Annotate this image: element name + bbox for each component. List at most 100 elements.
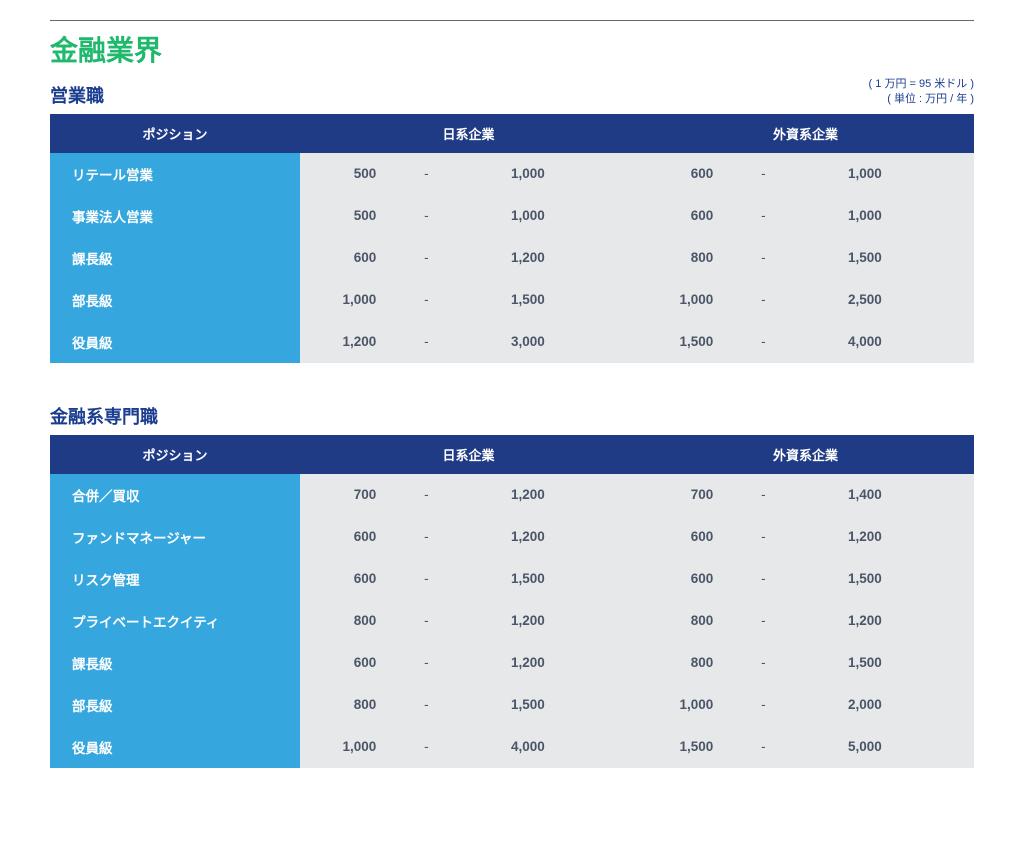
unit-note: ( 1 万円 = 95 米ドル )( 単位 : 万円 / 年 ) <box>869 77 974 108</box>
salary-table: ポジション日系企業外資系企業リテール営業500-1,000600-1,000事業… <box>50 114 974 363</box>
table-row: リスク管理600-1,500600-1,500 <box>50 558 974 600</box>
domestic-low: 600 <box>300 237 384 279</box>
gap <box>890 321 974 363</box>
domestic-high: 1,500 <box>469 279 553 321</box>
dash: - <box>721 516 805 558</box>
domestic-low: 600 <box>300 516 384 558</box>
col-position: ポジション <box>50 435 300 474</box>
foreign-low: 600 <box>637 558 721 600</box>
foreign-low: 1,000 <box>637 684 721 726</box>
section-head: 営業職 ( 1 万円 = 95 米ドル )( 単位 : 万円 / 年 ) <box>50 77 974 108</box>
table-header-row: ポジション日系企業外資系企業 <box>50 435 974 474</box>
gap <box>890 684 974 726</box>
section-head: 金融系専門職 <box>50 403 974 429</box>
foreign-high: 1,000 <box>806 195 890 237</box>
table-row: リテール営業500-1,000600-1,000 <box>50 153 974 195</box>
page-title: 金融業界 <box>50 29 974 69</box>
gap <box>553 642 637 684</box>
gap <box>553 684 637 726</box>
gap <box>553 153 637 195</box>
domestic-high: 1,200 <box>469 516 553 558</box>
foreign-low: 1,500 <box>637 726 721 768</box>
foreign-low: 800 <box>637 642 721 684</box>
foreign-low: 600 <box>637 516 721 558</box>
row-label: 役員級 <box>50 321 300 363</box>
domestic-low: 500 <box>300 195 384 237</box>
gap <box>890 558 974 600</box>
table-row: ファンドマネージャー600-1,200600-1,200 <box>50 516 974 558</box>
domestic-high: 1,500 <box>469 558 553 600</box>
domestic-high: 1,000 <box>469 153 553 195</box>
table-row: 合併／買収700-1,200700-1,400 <box>50 474 974 516</box>
table-row: 役員級1,000-4,0001,500-5,000 <box>50 726 974 768</box>
row-label: リスク管理 <box>50 558 300 600</box>
foreign-high: 2,000 <box>806 684 890 726</box>
top-rule <box>50 20 974 21</box>
table-row: 課長級600-1,200800-1,500 <box>50 237 974 279</box>
row-label: リテール営業 <box>50 153 300 195</box>
gap <box>890 516 974 558</box>
foreign-high: 1,500 <box>806 558 890 600</box>
foreign-high: 1,200 <box>806 516 890 558</box>
foreign-low: 1,000 <box>637 279 721 321</box>
dash: - <box>384 237 468 279</box>
dash: - <box>721 195 805 237</box>
dash: - <box>721 726 805 768</box>
gap <box>553 600 637 642</box>
table-row: 部長級800-1,5001,000-2,000 <box>50 684 974 726</box>
gap <box>890 195 974 237</box>
table-row: 事業法人営業500-1,000600-1,000 <box>50 195 974 237</box>
unit-note-line: ( 単位 : 万円 / 年 ) <box>869 92 974 107</box>
foreign-high: 1,200 <box>806 600 890 642</box>
gap <box>553 321 637 363</box>
domestic-low: 500 <box>300 153 384 195</box>
section-title: 営業職 <box>50 82 104 108</box>
dash: - <box>384 642 468 684</box>
domestic-low: 1,000 <box>300 726 384 768</box>
dash: - <box>721 153 805 195</box>
dash: - <box>721 642 805 684</box>
salary-table: ポジション日系企業外資系企業合併／買収700-1,200700-1,400ファン… <box>50 435 974 768</box>
table-row: 役員級1,200-3,0001,500-4,000 <box>50 321 974 363</box>
unit-note-line: ( 1 万円 = 95 米ドル ) <box>869 77 974 92</box>
section: 金融系専門職ポジション日系企業外資系企業合併／買収700-1,200700-1,… <box>50 403 974 768</box>
domestic-high: 1,000 <box>469 195 553 237</box>
table-row: 部長級1,000-1,5001,000-2,500 <box>50 279 974 321</box>
row-label: 役員級 <box>50 726 300 768</box>
domestic-low: 600 <box>300 642 384 684</box>
gap <box>890 600 974 642</box>
table-header-row: ポジション日系企業外資系企業 <box>50 114 974 153</box>
domestic-low: 800 <box>300 684 384 726</box>
row-label: 課長級 <box>50 642 300 684</box>
gap <box>553 279 637 321</box>
gap <box>553 237 637 279</box>
row-label: 合併／買収 <box>50 474 300 516</box>
dash: - <box>384 474 468 516</box>
domestic-low: 700 <box>300 474 384 516</box>
domestic-high: 1,200 <box>469 642 553 684</box>
foreign-high: 2,500 <box>806 279 890 321</box>
row-label: プライベートエクイティ <box>50 600 300 642</box>
domestic-low: 600 <box>300 558 384 600</box>
foreign-high: 1,000 <box>806 153 890 195</box>
section-title: 金融系専門職 <box>50 403 158 429</box>
foreign-high: 1,500 <box>806 642 890 684</box>
foreign-high: 1,500 <box>806 237 890 279</box>
dash: - <box>721 321 805 363</box>
foreign-low: 600 <box>637 153 721 195</box>
foreign-low: 600 <box>637 195 721 237</box>
gap <box>553 558 637 600</box>
domestic-high: 1,200 <box>469 600 553 642</box>
foreign-low: 700 <box>637 474 721 516</box>
row-label: 部長級 <box>50 684 300 726</box>
col-domestic: 日系企業 <box>300 114 637 153</box>
domestic-low: 800 <box>300 600 384 642</box>
dash: - <box>721 474 805 516</box>
dash: - <box>384 516 468 558</box>
gap <box>890 153 974 195</box>
dash: - <box>384 279 468 321</box>
gap <box>553 195 637 237</box>
domestic-high: 4,000 <box>469 726 553 768</box>
dash: - <box>384 195 468 237</box>
col-domestic: 日系企業 <box>300 435 637 474</box>
